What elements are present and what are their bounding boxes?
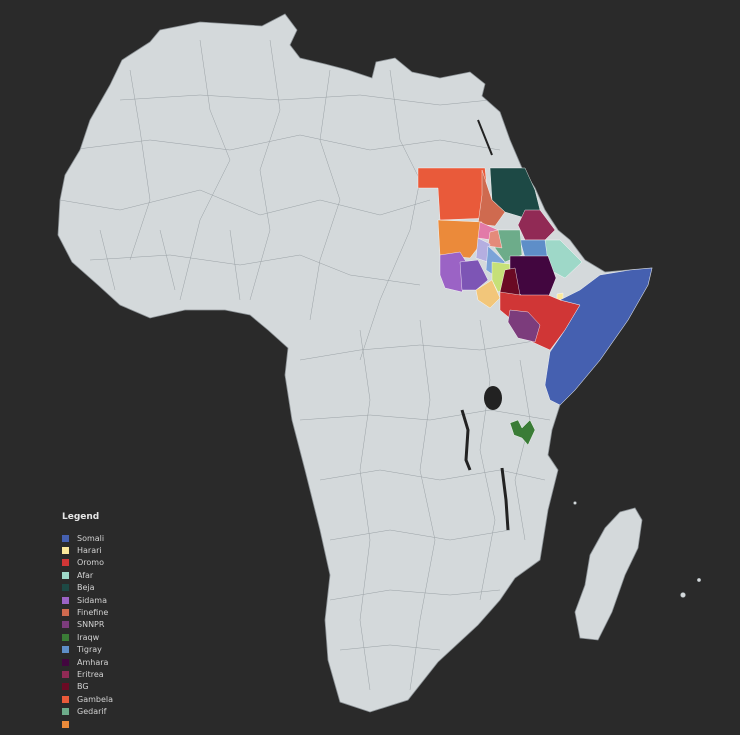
legend-label: BG [77, 682, 89, 692]
legend-items: Somali Harari Oromo Afar Beja Sidama Finefine S… [62, 532, 113, 730]
legend-label: Oromo [77, 558, 104, 568]
nile-river [477, 119, 493, 156]
lake-tanganyika [460, 409, 472, 471]
madagascar-island[interactable] [574, 507, 643, 641]
legend-label: Beja [77, 583, 95, 593]
legend-item[interactable]: Finefine [62, 606, 113, 618]
region-snnpr[interactable] [507, 309, 541, 343]
legend-swatch [62, 708, 69, 716]
island [680, 592, 686, 598]
legend-item[interactable]: Tigray [62, 644, 113, 656]
lake-victoria [484, 386, 502, 410]
legend-swatch [62, 571, 69, 579]
legend-item[interactable]: Iraqw [62, 631, 113, 643]
legend-item[interactable]: SNNPR [62, 619, 113, 631]
region-orange-west[interactable] [437, 219, 483, 259]
legend-item[interactable]: Gedarif [62, 705, 113, 717]
legend-label: Gambela [77, 694, 114, 704]
legend-item[interactable]: Oromo [62, 557, 113, 569]
legend-title: Legend [62, 512, 100, 522]
legend-item[interactable]: BG [62, 681, 113, 693]
legend-swatch [62, 621, 69, 629]
legend-swatch [62, 633, 69, 641]
legend-item[interactable]: Amhara [62, 656, 113, 668]
legend-item[interactable]: Harari [62, 544, 113, 556]
admin-boundaries [59, 39, 551, 691]
legend-swatch [62, 596, 69, 604]
legend-item[interactable] [62, 718, 113, 730]
legend-swatch [62, 584, 69, 592]
island [696, 577, 702, 583]
legend-item[interactable]: Eritrea [62, 668, 113, 680]
lake-malawi [500, 467, 510, 531]
legend-swatch [62, 683, 69, 691]
legend-label: Amhara [77, 657, 109, 667]
legend-swatch [62, 658, 69, 666]
legend-item[interactable]: Sidama [62, 594, 113, 606]
legend-swatch [62, 547, 69, 555]
legend-swatch [62, 609, 69, 617]
region-tan[interactable] [475, 279, 501, 309]
legend-swatch [62, 670, 69, 678]
legend-label: Gedarif [77, 707, 107, 717]
map-legend: Legend Somali Harari Oromo Afar Beja Sidama Fi… [62, 512, 113, 730]
legend-item[interactable]: Beja [62, 582, 113, 594]
region-iraqw[interactable] [509, 419, 536, 446]
legend-label: Somali [77, 533, 105, 543]
legend-swatch [62, 646, 69, 654]
legend-label: Harari [77, 546, 102, 556]
legend-label: Sidama [77, 595, 107, 605]
legend-swatch [62, 695, 69, 703]
legend-item[interactable]: Afar [62, 569, 113, 581]
highlighted-regions [417, 167, 653, 446]
legend-label: Afar [77, 570, 94, 580]
legend-item[interactable]: Gambela [62, 693, 113, 705]
legend-label: Eritrea [77, 669, 104, 679]
region-somali[interactable] [544, 267, 653, 406]
region-finefine[interactable] [477, 169, 506, 227]
legend-label: Iraqw [77, 632, 100, 642]
legend-item[interactable]: Somali [62, 532, 113, 544]
legend-swatch [62, 534, 69, 542]
legend-swatch [62, 559, 69, 567]
region-purple2[interactable] [459, 259, 489, 291]
legend-label: SNNPR [77, 620, 105, 630]
island [573, 501, 577, 505]
legend-label: Tigray [77, 645, 102, 655]
legend-label: Finefine [77, 608, 109, 618]
legend-swatch [62, 720, 69, 728]
region-salmon[interactable] [487, 229, 503, 249]
